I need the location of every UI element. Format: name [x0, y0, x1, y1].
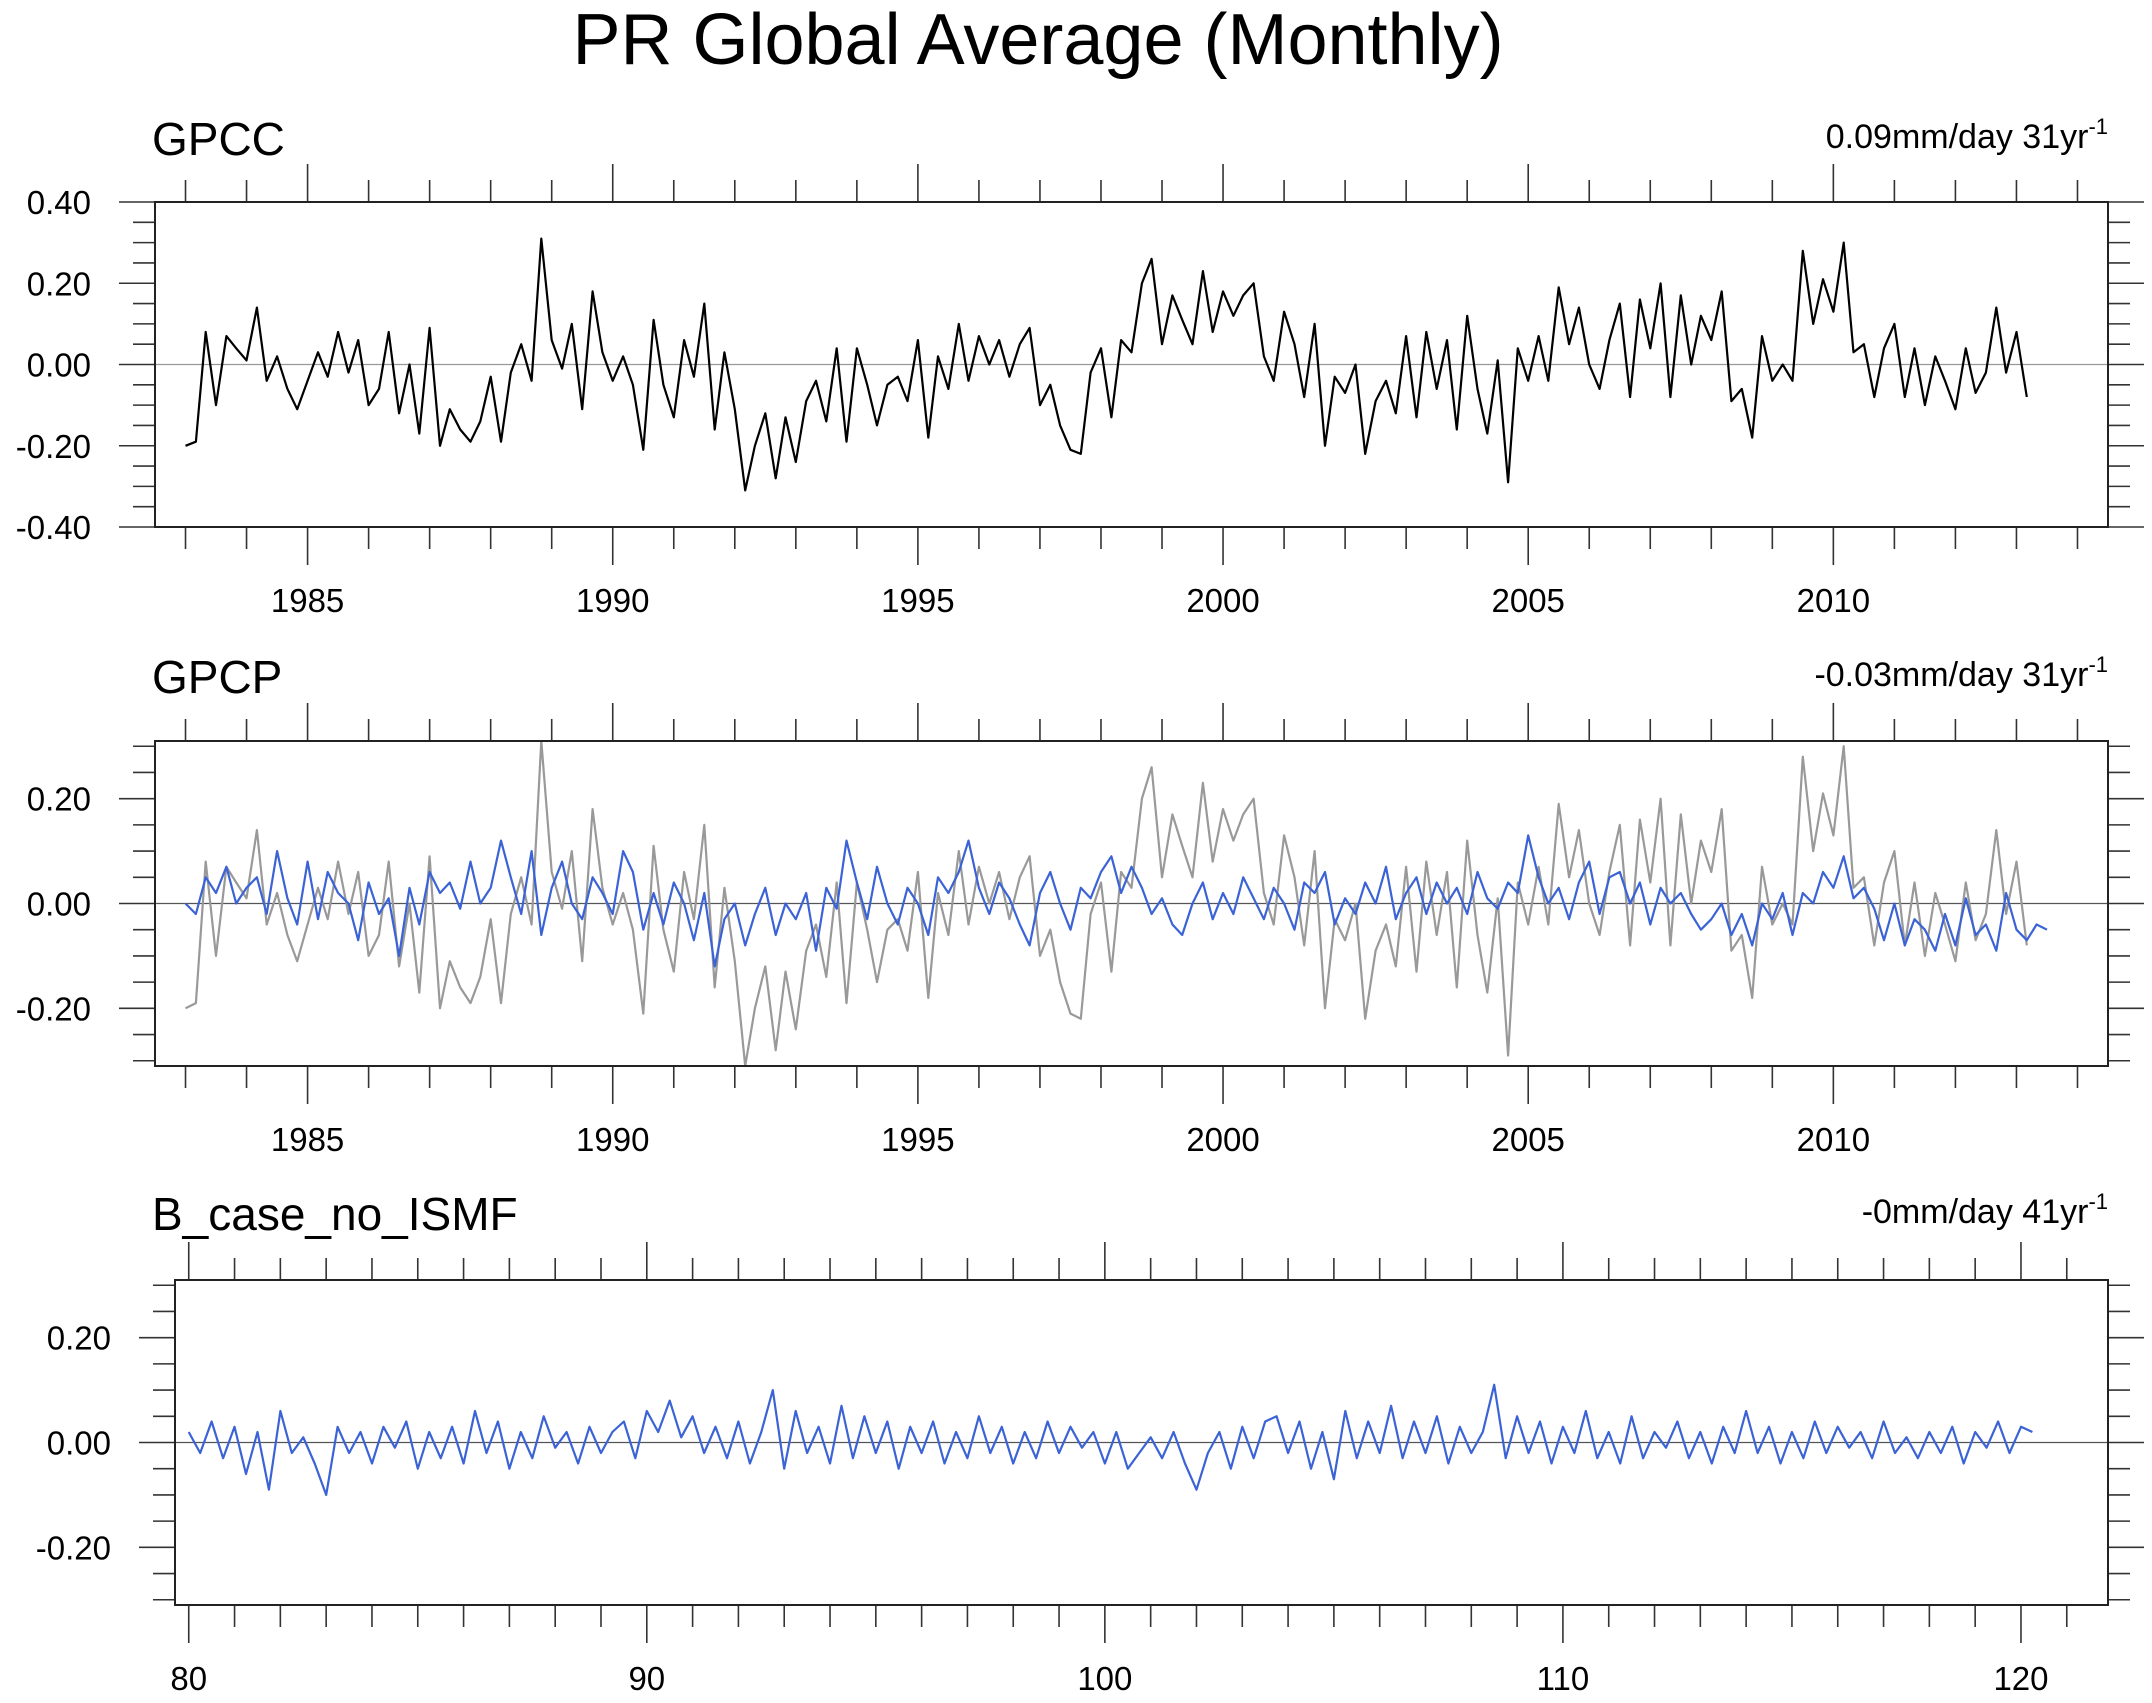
plot-frame — [154, 201, 2109, 528]
trend-exponent-gpcc: -1 — [2088, 114, 2108, 139]
panel-gpcc: GPCC 0.09mm/day 31yr-1 0.40 0.20 0.00 -0.20… — [16, 113, 2144, 619]
trend-exponent-b-case-no-ismf: -1 — [2088, 1189, 2108, 1214]
y-tick-label: -0.40 — [16, 509, 91, 546]
series-line-gpcc-gpcc — [185, 237, 2028, 492]
y-tick-label: -0.20 — [16, 428, 91, 465]
trend-value-gpcp: -0.03mm/day 31yr — [1814, 656, 2088, 694]
x-tick-label: 120 — [1993, 1660, 2048, 1697]
series-line-gpcp-gpcc — [185, 739, 2028, 1068]
y-tick-label: -0.20 — [16, 990, 91, 1027]
x-tick-label: 2005 — [1491, 1121, 1564, 1158]
x-tick-label: 1990 — [576, 1121, 649, 1158]
x-tick-label: 1985 — [271, 582, 344, 619]
x-tick-label: 90 — [628, 1660, 665, 1697]
y-tick-label: 0.00 — [27, 347, 91, 384]
x-tick-label: 2000 — [1186, 1121, 1259, 1158]
trend-label-gpcc: 0.09mm/day 31yr-1 — [1826, 114, 2108, 156]
panel-gpcp: GPCP -0.03mm/day 31yr-1 0.20 0.00 -0.20 198… — [16, 651, 2144, 1158]
x-tick-label: 1990 — [576, 582, 649, 619]
x-tick-label: 80 — [170, 1660, 207, 1697]
plot-frame — [154, 740, 2109, 1067]
x-tick-label: 2000 — [1186, 582, 1259, 619]
trend-exponent-gpcp: -1 — [2088, 652, 2108, 677]
y-tick-label: 0.00 — [27, 886, 91, 923]
y-tick-label: -0.20 — [36, 1529, 111, 1566]
x-tick-label: 2005 — [1491, 582, 1564, 619]
y-tick-label: 0.20 — [27, 781, 91, 818]
x-tick-label: 1995 — [881, 1121, 954, 1158]
y-tick-label: 0.20 — [27, 265, 91, 302]
x-tick-label: 2010 — [1797, 582, 1870, 619]
y-tick-label: 0.20 — [47, 1320, 111, 1357]
x-tick-label: 100 — [1077, 1660, 1132, 1697]
trend-label-b-case-no-ismf: -0mm/day 41yr-1 — [1862, 1189, 2108, 1231]
panel-b-case-no-ismf: B_case_no_ISMF -0mm/day 41yr-1 0.20 0.00 -… — [36, 1188, 2144, 1697]
trend-label-gpcp: -0.03mm/day 31yr-1 — [1814, 652, 2108, 694]
panel-title-gpcc: GPCC — [152, 113, 285, 165]
series-line-b-case-no-ismf-b-case-no-ismf — [187, 1383, 2033, 1496]
panel-title-gpcp: GPCP — [152, 651, 282, 703]
x-tick-label: 110 — [1537, 1660, 1590, 1697]
x-tick-label: 1995 — [881, 582, 954, 619]
x-tick-label: 2010 — [1797, 1121, 1870, 1158]
y-tick-label: 0.40 — [27, 184, 91, 221]
series-line-gpcp-gpcp — [184, 834, 2048, 968]
x-tick-label: 1985 — [271, 1121, 344, 1158]
panel-title-b-case-no-ismf: B_case_no_ISMF — [152, 1188, 518, 1240]
trend-value-gpcc: 0.09mm/day 31yr — [1826, 118, 2089, 156]
trend-value-b-case-no-ismf: -0mm/day 41yr — [1862, 1193, 2089, 1231]
y-tick-label: 0.00 — [47, 1425, 111, 1462]
chart-title: PR Global Average (Monthly) — [572, 0, 1503, 80]
plot-frame — [174, 1279, 2109, 1606]
